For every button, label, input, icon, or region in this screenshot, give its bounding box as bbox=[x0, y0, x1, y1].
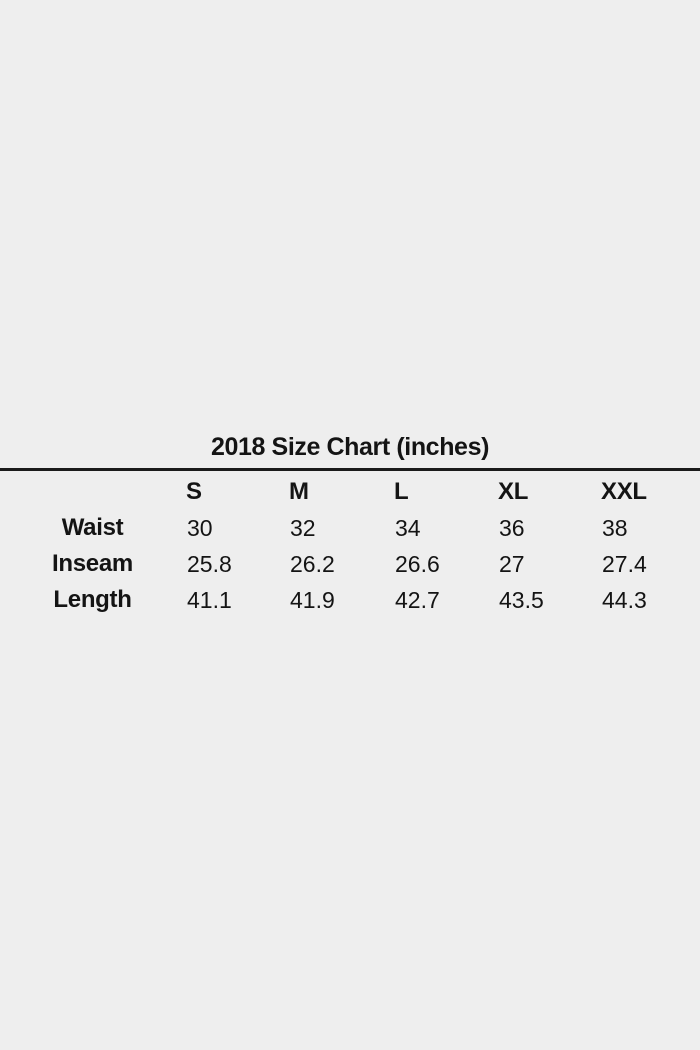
waist-value-xxl: 38 bbox=[602, 514, 628, 541]
size-chart-table: S M L XL XXL Waist 30 32 34 36 38 Inseam… bbox=[0, 474, 700, 618]
waist-value-m: 32 bbox=[290, 514, 316, 541]
length-value-m: 41.9 bbox=[290, 586, 335, 613]
length-value-l: 42.7 bbox=[395, 586, 440, 613]
column-header-xl: XL bbox=[498, 478, 529, 505]
inseam-value-m: 26.2 bbox=[290, 550, 335, 577]
title-divider bbox=[0, 468, 700, 471]
inseam-value-s: 25.8 bbox=[187, 550, 232, 577]
column-header-xxl: XXL bbox=[601, 478, 647, 505]
waist-value-l: 34 bbox=[395, 514, 421, 541]
length-value-s: 41.1 bbox=[187, 586, 232, 613]
waist-value-s: 30 bbox=[187, 514, 213, 541]
length-value-xxl: 44.3 bbox=[602, 586, 647, 613]
size-chart-title: 2018 Size Chart (inches) bbox=[210, 433, 489, 461]
column-header-m: M bbox=[289, 478, 309, 505]
inseam-value-xxl: 27.4 bbox=[602, 550, 647, 577]
column-header-l: L bbox=[394, 478, 409, 505]
row-label-inseam: Inseam bbox=[52, 550, 133, 577]
row-label-length: Length bbox=[53, 586, 132, 613]
waist-value-xl: 36 bbox=[499, 514, 525, 541]
length-value-xl: 43.5 bbox=[499, 586, 544, 613]
table-corner-cell bbox=[0, 474, 185, 510]
column-header-s: S bbox=[186, 478, 202, 505]
row-label-waist: Waist bbox=[61, 514, 124, 541]
inseam-value-xl: 27 bbox=[499, 550, 525, 577]
inseam-value-l: 26.6 bbox=[395, 550, 440, 577]
